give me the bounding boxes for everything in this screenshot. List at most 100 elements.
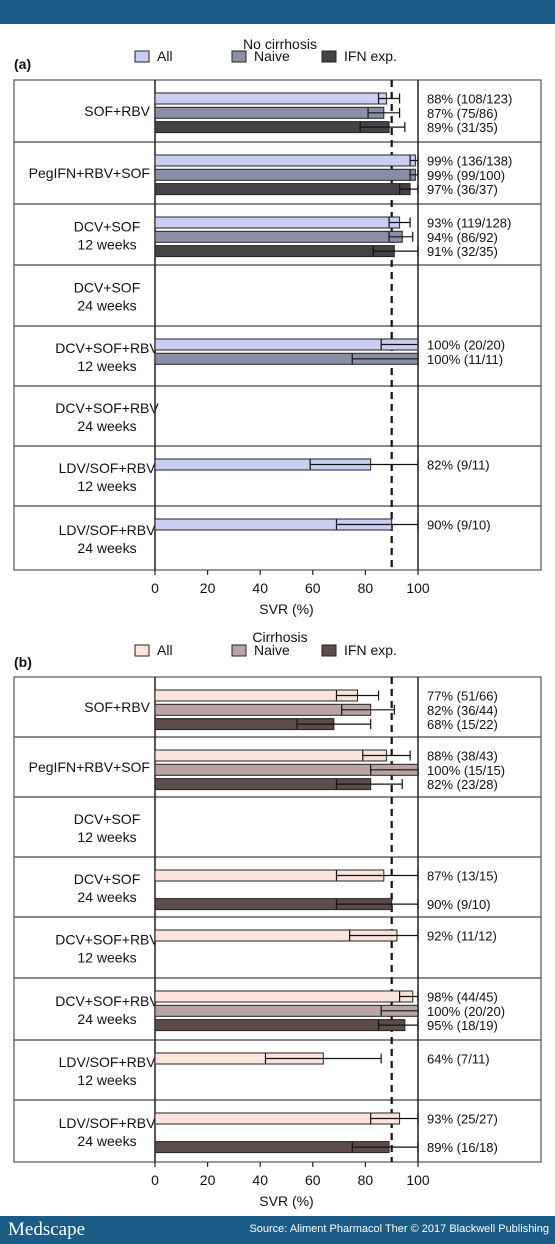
panel-b-label: (b) [14,654,32,670]
value-label-b-0-1: 82% (36/44) [427,703,498,718]
row-box-a-7 [13,505,542,571]
panel-b-title: Cirrhosis [252,629,307,645]
top-banner [0,0,555,24]
group-sublabel-b-5: 24 weeks [77,1011,136,1027]
value-label-b-7-0: 93% (25/27) [427,1112,498,1127]
value-label-b-6-0: 64% (7/11) [427,1052,490,1067]
xtick-label-a-0: 0 [151,580,159,596]
legend-swatch-a-0 [134,50,150,63]
panel-a-label: (a) [14,56,31,72]
bar-a-0-1 [154,106,385,119]
legend-swatch-a-2 [321,50,337,63]
value-label-a-2-0: 93% (119/128) [427,216,511,231]
row-box-a-6 [13,445,542,507]
group-label-a-5: DCV+SOF+RBV [55,400,159,416]
group-sublabel-a-3: 24 weeks [77,298,136,314]
xtick-label-a-4: 80 [358,580,374,596]
bar-a-2-1 [154,230,403,243]
legend-label-b-1: Naive [254,642,290,658]
bar-b-5-0 [154,990,414,1003]
bar-a-0-0 [154,92,387,105]
group-label-b-6: LDV/SOF+RBV [59,1054,157,1070]
value-label-b-0-2: 68% (15/22) [427,717,498,732]
value-label-a-7-0: 90% (9/10) [427,518,491,533]
xtick-label-b-5: 100 [406,1172,430,1188]
group-sublabel-b-4: 12 weeks [77,950,136,966]
bar-a-4-0 [154,338,419,351]
group-label-b-1: PegIFN+RBV+SOF [29,759,150,775]
value-label-a-2-2: 91% (32/35) [427,244,498,259]
bar-a-2-2 [154,245,395,258]
value-label-a-0-1: 87% (75/86) [427,106,498,121]
value-label-b-1-2: 82% (23/28) [427,777,498,792]
group-label-b-0: SOF+RBV [84,699,150,715]
footer-bar: Medscape Source: Aliment Pharmacol Ther … [0,1216,555,1244]
xtick-label-a-3: 60 [305,580,321,596]
value-label-b-5-1: 100% (20/20) [427,1004,505,1019]
value-label-b-1-0: 88% (38/43) [427,749,498,764]
value-label-b-3-0: 87% (13/15) [427,869,498,884]
bar-a-1-2 [154,183,411,196]
row-box-a-5 [13,385,542,447]
xtick-label-b-4: 80 [358,1172,374,1188]
value-label-a-4-0: 100% (20/20) [427,338,505,353]
legend-label-b-0: All [157,642,173,658]
value-label-b-0-0: 77% (51/66) [427,689,498,704]
group-label-a-6: LDV/SOF+RBV [59,460,157,476]
legend-swatch-b-2 [321,644,337,657]
group-label-b-7: LDV/SOF+RBV [59,1115,157,1131]
value-label-b-3-1: 90% (9/10) [427,897,491,912]
row-box-a-3 [13,264,542,327]
group-label-a-3: DCV+SOF [74,280,141,296]
legend-swatch-b-0 [134,644,150,657]
row-box-b-6 [13,1039,542,1101]
value-label-b-4-0: 92% (11/12) [427,929,497,944]
bar-b-5-2 [154,1019,406,1032]
group-sublabel-b-3: 24 weeks [77,889,136,905]
group-label-b-4: DCV+SOF+RBV [55,932,159,948]
group-sublabel-a-4: 12 weeks [77,358,136,374]
xtick-label-a-2: 40 [252,580,268,596]
group-label-a-4: DCV+SOF+RBV [55,340,159,356]
group-label-a-7: LDV/SOF+RBV [59,522,157,538]
bar-a-1-1 [154,168,416,181]
value-label-a-4-1: 100% (11/11) [427,352,503,367]
row-box-b-2 [13,796,542,858]
source-credit: Source: Aliment Pharmacol Ther © 2017 Bl… [249,1223,549,1235]
row-box-b-4 [13,916,542,979]
xtick-label-a-1: 20 [200,580,216,596]
group-sublabel-a-5: 24 weeks [77,418,136,434]
legend-label-a-2: IFN exp. [344,48,397,64]
xtick-label-b-2: 40 [252,1172,268,1188]
group-label-b-5: DCV+SOF+RBV [55,993,159,1009]
bar-a-1-0 [154,154,416,167]
bar-a-2-0 [154,216,401,229]
value-label-b-1-1: 100% (15/15) [427,763,505,778]
value-label-a-1-1: 99% (99/100) [427,168,505,183]
medscape-logo[interactable]: Medscape [8,1219,86,1240]
group-sublabel-a-7: 24 weeks [77,540,136,556]
xtick-label-b-1: 20 [200,1172,216,1188]
legend-label-b-2: IFN exp. [344,642,397,658]
value-label-b-5-0: 98% (44/45) [427,990,498,1005]
group-label-a-2: DCV+SOF [74,219,141,235]
xtick-label-a-5: 100 [406,580,430,596]
legend-swatch-a-1 [231,50,247,63]
group-label-b-3: DCV+SOF [74,871,141,887]
xtick-label-b-3: 60 [305,1172,321,1188]
bar-b-0-0 [154,689,359,702]
panel-a-title: No cirrhosis [243,36,317,52]
x-axis-label-b: SVR (%) [259,1193,313,1209]
legend-label-a-1: Naive [254,48,290,64]
bar-b-1-0 [154,749,387,762]
bar-b-0-1 [154,703,372,716]
group-label-a-0: SOF+RBV [84,103,150,119]
group-sublabel-a-2: 12 weeks [77,237,136,253]
row-box-b-7 [13,1099,542,1163]
value-label-b-5-2: 95% (18/19) [427,1018,498,1033]
value-label-a-0-2: 89% (31/35) [427,120,498,135]
group-sublabel-b-2: 12 weeks [77,829,136,845]
group-label-b-2: DCV+SOF [74,811,141,827]
xtick-label-b-0: 0 [151,1172,159,1188]
value-label-a-2-1: 94% (86/92) [427,230,498,245]
